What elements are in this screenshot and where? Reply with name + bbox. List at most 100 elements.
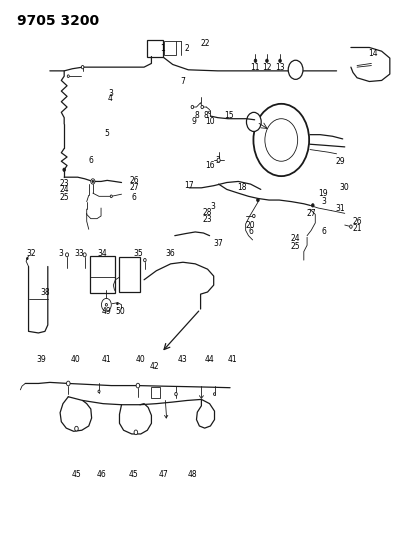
Text: 24: 24 [291,235,300,244]
Text: 37: 37 [213,239,223,248]
Text: 27: 27 [129,183,139,192]
Circle shape [110,195,112,198]
Circle shape [208,111,210,114]
Circle shape [256,198,259,201]
Text: 23: 23 [59,179,69,188]
Text: 26: 26 [129,176,139,185]
Circle shape [213,393,215,395]
Text: 3: 3 [215,156,220,165]
Bar [120,257,140,292]
Circle shape [67,381,70,386]
Text: 4: 4 [108,94,113,103]
Circle shape [143,259,146,262]
Text: 6: 6 [132,193,136,202]
Text: 11: 11 [250,63,259,71]
Text: 40: 40 [71,355,81,364]
Text: 24: 24 [59,185,69,194]
Text: 17: 17 [184,181,194,190]
Circle shape [92,181,94,182]
Text: 25: 25 [59,193,69,202]
Circle shape [75,426,78,431]
Text: 12: 12 [262,63,272,71]
Text: 13: 13 [276,63,285,71]
Circle shape [65,253,69,257]
Circle shape [288,60,303,79]
Text: 15: 15 [224,111,234,120]
Circle shape [91,179,95,184]
Circle shape [201,106,203,109]
Text: 3: 3 [210,203,215,212]
Text: 6: 6 [322,227,327,236]
Text: 7: 7 [180,77,185,86]
Text: 27: 27 [306,209,316,218]
Text: 25: 25 [291,242,300,251]
Text: 31: 31 [336,204,346,213]
Text: 22: 22 [201,39,210,48]
Circle shape [247,112,261,132]
Text: 43: 43 [178,355,188,364]
Text: 34: 34 [97,249,107,258]
Circle shape [67,75,69,77]
Text: 14: 14 [369,50,378,58]
Text: 50: 50 [115,307,125,316]
Circle shape [252,214,255,217]
Text: 36: 36 [166,249,175,258]
Text: 38: 38 [40,287,50,296]
Text: 23: 23 [203,215,212,224]
Text: 19: 19 [319,189,328,198]
Text: 48: 48 [187,471,197,479]
Circle shape [105,303,107,306]
Bar [151,386,159,398]
Text: 3: 3 [59,249,64,258]
Text: 33: 33 [74,249,84,258]
Circle shape [83,253,86,257]
Circle shape [134,430,138,435]
Text: 9: 9 [192,117,196,126]
Circle shape [279,59,281,62]
Text: 49: 49 [102,307,111,316]
Circle shape [27,257,28,260]
Text: 3: 3 [108,88,113,98]
Text: 16: 16 [205,161,215,170]
Text: 10: 10 [205,117,215,126]
Text: 8: 8 [195,111,200,120]
Text: 46: 46 [96,471,106,479]
Circle shape [63,168,65,172]
Bar [90,256,115,293]
Text: 29: 29 [336,157,346,166]
Text: 40: 40 [136,355,145,364]
Circle shape [117,303,118,305]
Text: 8: 8 [204,111,209,120]
Text: 26: 26 [352,217,362,227]
Circle shape [81,66,84,69]
Text: 20: 20 [246,221,255,230]
Circle shape [254,59,257,62]
Text: 6: 6 [248,227,253,236]
Text: 3: 3 [321,197,326,206]
Bar [147,39,163,56]
Text: 18: 18 [238,183,247,192]
Circle shape [175,392,177,395]
Text: 42: 42 [150,362,159,371]
Text: 21: 21 [352,224,362,233]
Text: 41: 41 [102,355,111,364]
Circle shape [98,390,100,393]
Circle shape [265,119,298,161]
Text: 9705 3200: 9705 3200 [17,14,99,28]
Text: 47: 47 [159,471,169,479]
Circle shape [266,59,268,62]
Circle shape [136,383,140,388]
Text: 41: 41 [227,355,237,364]
Circle shape [312,204,314,207]
Text: 2: 2 [185,44,189,53]
Circle shape [217,158,220,162]
Text: 6: 6 [88,156,93,165]
Text: 44: 44 [205,355,215,364]
Circle shape [191,106,194,109]
Text: 30: 30 [340,183,350,192]
Text: 1: 1 [160,44,165,53]
Text: 28: 28 [203,208,212,217]
Bar [164,41,176,55]
Circle shape [350,225,352,228]
Circle shape [102,298,111,311]
